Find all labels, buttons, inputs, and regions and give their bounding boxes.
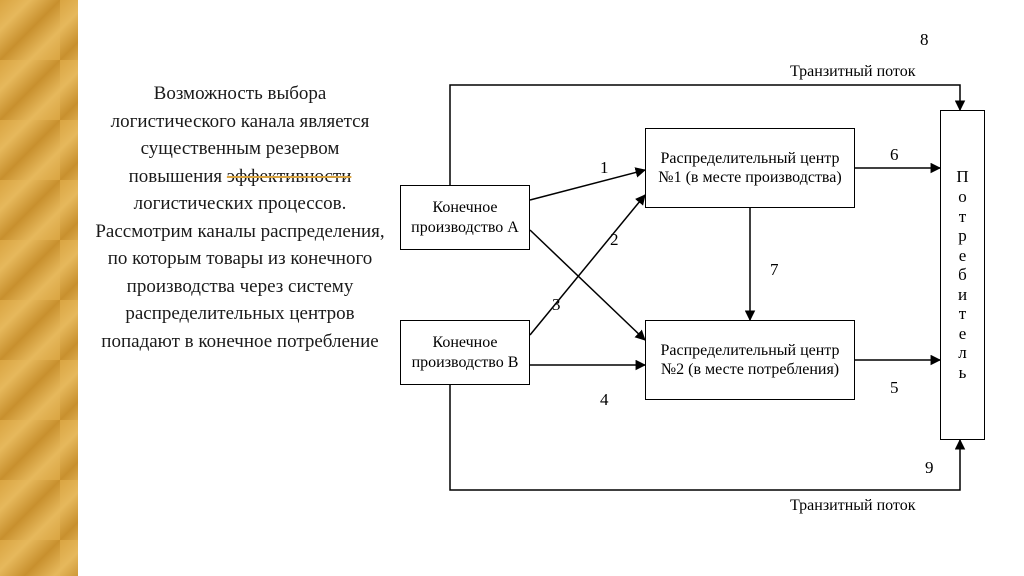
main-paragraph: Возможность выбора логистического канала…: [95, 80, 385, 355]
logistics-diagram: Конечное производство А Конечное произво…: [400, 20, 1020, 560]
edge-label-4: 4: [600, 390, 609, 410]
diagram-edges-svg: [400, 20, 1020, 560]
paragraph-post: логистических процессов. Рассмотрим кана…: [95, 193, 384, 352]
edge-label-6: 6: [890, 145, 899, 165]
transit-bottom-label: Транзитный поток: [790, 497, 915, 515]
node-production-b: Конечное производство В: [400, 320, 530, 385]
edge-label-5: 5: [890, 378, 899, 398]
transit-bottom-num: 9: [925, 458, 934, 478]
transit-top-num: 8: [920, 30, 929, 50]
transit-top-label: Транзитный поток: [790, 63, 915, 81]
node-consumer: Потребитель: [940, 110, 985, 440]
node-label: Конечное производство А: [405, 198, 525, 236]
node-distribution-center-2: Распределительный центр №2 (в месте потр…: [645, 320, 855, 400]
edge-label-3: 3: [552, 295, 561, 315]
node-label: Распределительный центр №2 (в месте потр…: [650, 341, 850, 379]
node-label: Конечное производство В: [405, 333, 525, 371]
edge-label-1: 1: [600, 158, 609, 178]
node-distribution-center-1: Распределительный центр №1 (в месте прои…: [645, 128, 855, 208]
edge-label-7: 7: [770, 260, 779, 280]
node-production-a: Конечное производство А: [400, 185, 530, 250]
node-label: Распределительный центр №1 (в месте прои…: [650, 149, 850, 187]
decorative-currency-strip: [0, 0, 78, 576]
edge-label-2: 2: [610, 230, 619, 250]
paragraph-strike: эффективности: [227, 166, 351, 187]
